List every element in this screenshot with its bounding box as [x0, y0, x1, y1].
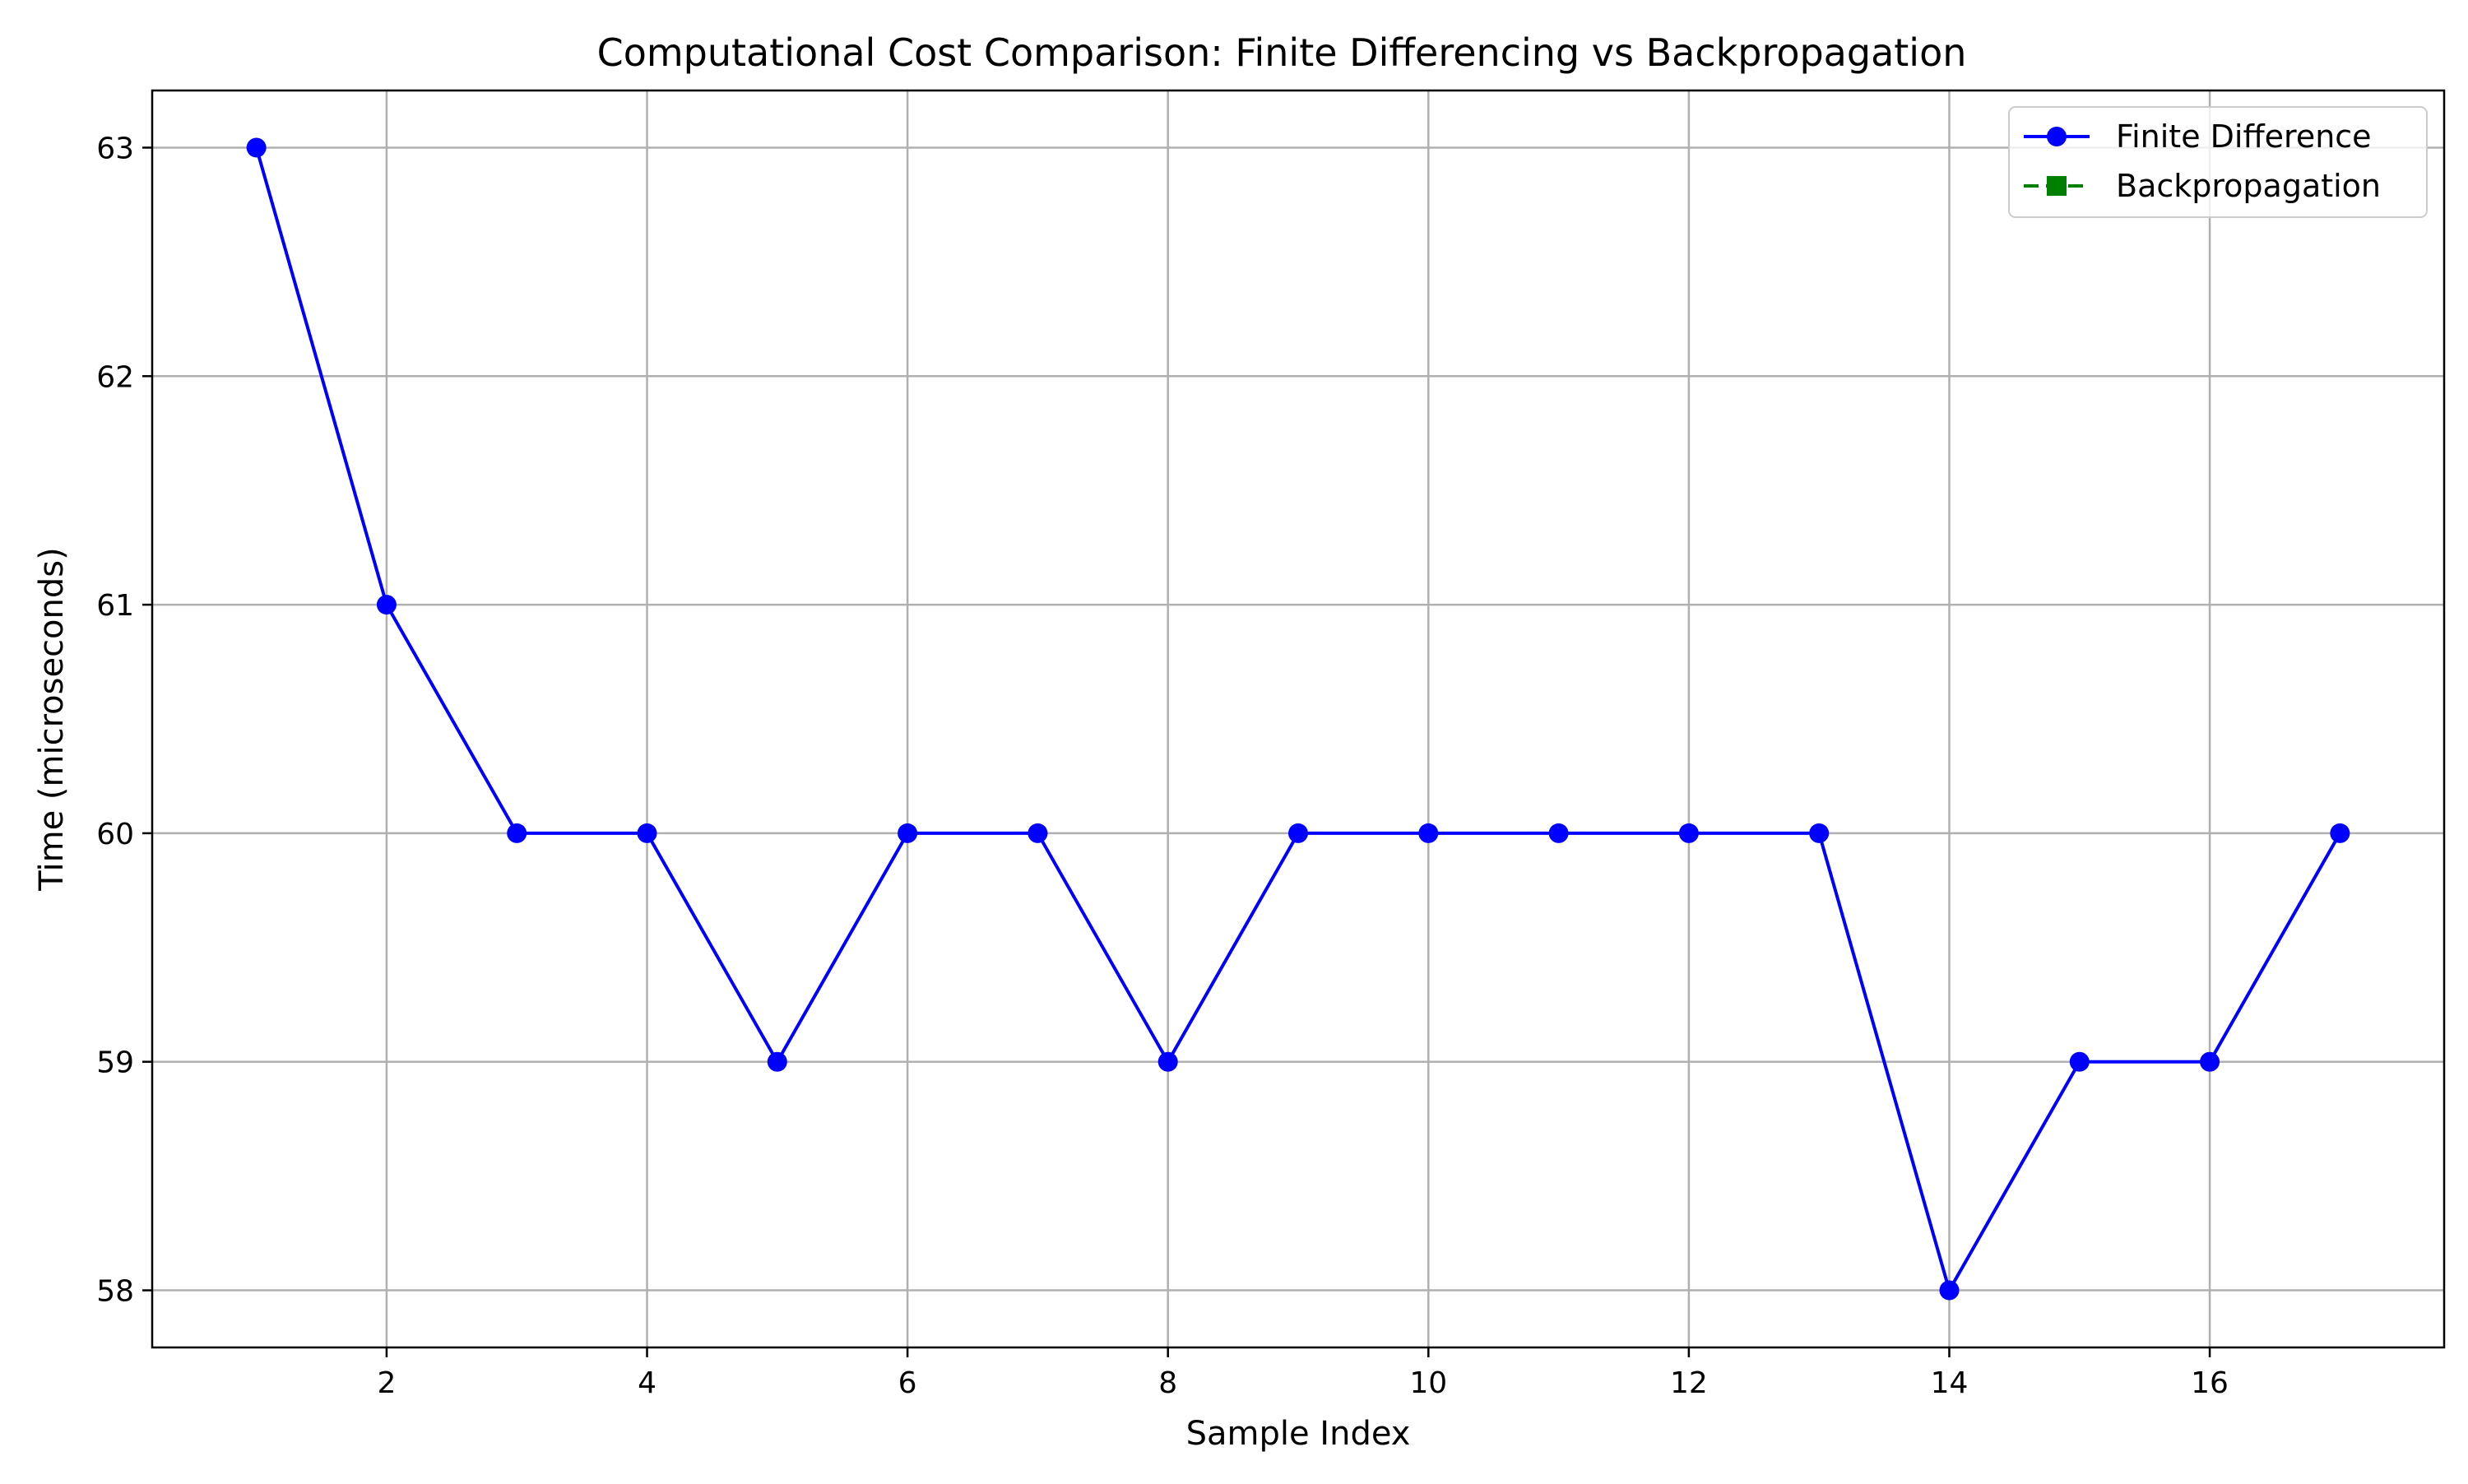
data-point [2200, 1051, 2220, 1072]
legend-box [2008, 106, 2428, 218]
legend-label: Backpropagation [2116, 168, 2381, 204]
chart-title: Computational Cost Comparison: Finite Di… [597, 30, 1967, 75]
x-tick-label: 10 [1409, 1366, 1447, 1400]
grid [152, 90, 2444, 1347]
y-tick-label: 59 [96, 1046, 134, 1080]
data-point [1678, 823, 1699, 843]
data-point [1288, 823, 1308, 843]
legend-label: Finite Difference [2116, 118, 2372, 155]
axes-frame [151, 89, 2446, 1349]
data-point [376, 595, 397, 615]
data-point [1548, 823, 1569, 843]
y-tick-label: 58 [96, 1275, 134, 1309]
data-point [2330, 823, 2350, 843]
x-tick-label: 4 [638, 1366, 656, 1400]
x-tick-label: 12 [1670, 1366, 1708, 1400]
data-point [507, 823, 527, 843]
y-axis-label: Time (microseconds) [33, 547, 71, 891]
series-line-0 [254, 146, 2342, 1292]
legend: Finite Difference Backpropagation [2008, 106, 2428, 218]
y-tick-label: 61 [96, 589, 134, 623]
y-tick-label: 60 [96, 818, 134, 851]
y-tick-label: 62 [96, 360, 134, 394]
data-point [637, 823, 657, 843]
data-point [898, 823, 918, 843]
data-point [1028, 823, 1048, 843]
data-point [1939, 1280, 1960, 1301]
y-tick-label: 63 [96, 132, 134, 165]
legend-marker [2047, 176, 2067, 196]
x-tick-label: 2 [377, 1366, 396, 1400]
x-tick-label: 8 [1158, 1366, 1177, 1400]
data-point [246, 137, 267, 158]
legend-marker [2047, 127, 2067, 146]
data-point [2069, 1051, 2090, 1072]
series-layer [246, 137, 2350, 1301]
data-point [1157, 1051, 1178, 1072]
x-tick-label: 14 [1931, 1366, 1969, 1400]
x-tick-label: 6 [898, 1366, 917, 1400]
data-point [767, 1051, 787, 1072]
x-axis-label: Sample Index [1186, 1415, 1411, 1453]
axis-ticks: 2 4 6 8 10 12 14 16 58 59 60 61 62 63 [96, 132, 2229, 1400]
x-tick-label: 16 [2191, 1366, 2229, 1400]
data-point [1418, 823, 1439, 843]
data-point [1809, 823, 1830, 843]
